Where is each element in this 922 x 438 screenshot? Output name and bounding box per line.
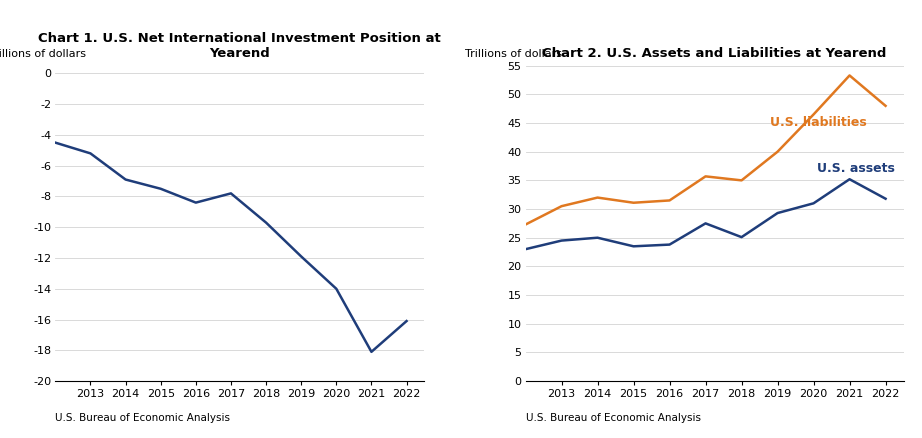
Text: U.S. Bureau of Economic Analysis: U.S. Bureau of Economic Analysis (55, 413, 230, 423)
Text: U.S. Bureau of Economic Analysis: U.S. Bureau of Economic Analysis (526, 413, 701, 423)
Title: Chart 2. U.S. Assets and Liabilities at Yearend: Chart 2. U.S. Assets and Liabilities at … (542, 47, 887, 60)
Text: U.S. liabilities: U.S. liabilities (771, 116, 867, 129)
Text: Trillions of dollars: Trillions of dollars (0, 49, 86, 60)
Title: Chart 1. U.S. Net International Investment Position at
Yearend: Chart 1. U.S. Net International Investme… (39, 32, 441, 60)
Text: Trillions of dollars: Trillions of dollars (465, 49, 562, 60)
Text: U.S. assets: U.S. assets (817, 162, 895, 175)
